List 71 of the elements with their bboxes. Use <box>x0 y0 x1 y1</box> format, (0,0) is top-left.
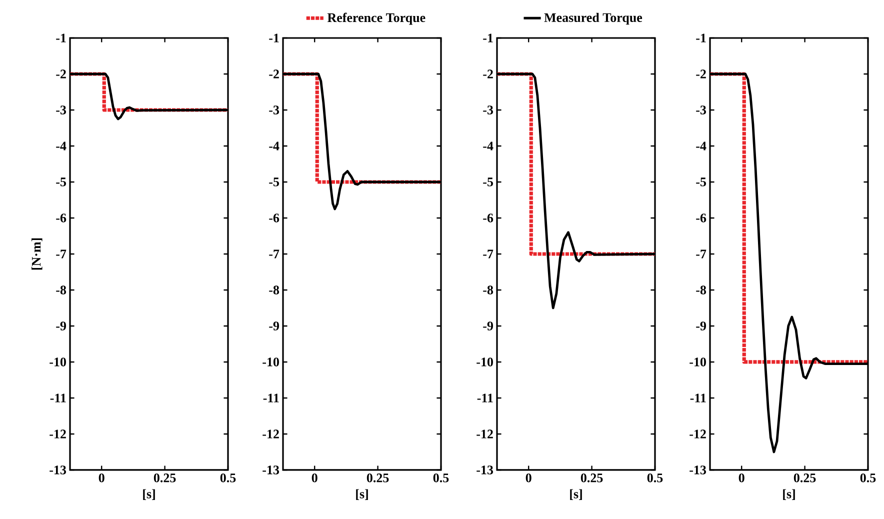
y-tick-label: -4 <box>56 142 66 150</box>
x-tick-label: 0 <box>526 474 532 482</box>
y-tick-label: -9 <box>269 322 280 330</box>
y-tick-label: -7 <box>269 250 280 258</box>
x-tick-label: 0.5 <box>433 474 449 482</box>
y-tick-label: -9 <box>56 322 66 330</box>
y-axis-title: [N·m] <box>32 238 42 270</box>
y-tick-label: -5 <box>696 178 706 186</box>
x-tick-label: 0 <box>738 474 744 482</box>
y-tick-label: -10 <box>476 358 493 366</box>
y-tick-label: -13 <box>50 466 66 474</box>
y-tick-label: -12 <box>50 430 66 438</box>
y-tick-label: -13 <box>476 466 494 474</box>
y-tick-label: -7 <box>483 250 494 258</box>
y-tick-label: -5 <box>56 178 66 186</box>
x-axis-title: [s] <box>570 489 582 500</box>
y-tick-label: -1 <box>696 34 706 42</box>
y-tick-label: -11 <box>477 394 493 402</box>
x-axis-title: [s] <box>356 489 368 500</box>
x-tick-label: 0.5 <box>860 474 876 482</box>
x-tick-label: 0.25 <box>580 474 603 482</box>
y-tick-label: -8 <box>269 286 280 294</box>
x-tick-label: 0.5 <box>647 474 663 482</box>
y-tick-label: -2 <box>269 70 279 78</box>
y-tick-label: -12 <box>690 430 706 438</box>
y-tick-label: -8 <box>696 286 706 294</box>
legend-label: Measured Torque <box>544 12 642 25</box>
y-tick-label: -7 <box>696 250 706 258</box>
y-tick-label: -3 <box>696 106 706 114</box>
y-tick-label: -8 <box>56 286 66 294</box>
y-tick-label: -8 <box>483 286 494 294</box>
y-tick-label: -7 <box>56 250 66 258</box>
y-tick-label: -6 <box>56 214 66 222</box>
y-tick-label: -6 <box>269 214 280 222</box>
y-tick-label: -1 <box>269 34 279 42</box>
y-tick-label: -4 <box>269 142 280 150</box>
legend-label: Reference Torque <box>327 12 426 25</box>
x-tick-label: 0.5 <box>220 474 236 482</box>
y-tick-label: -4 <box>696 142 706 150</box>
x-tick-label: 0 <box>312 474 318 482</box>
x-axis-title: [s] <box>783 489 795 500</box>
y-tick-label: -13 <box>262 466 280 474</box>
y-tick-label: -10 <box>262 358 279 366</box>
y-tick-label: -13 <box>690 466 706 474</box>
y-tick-label: -3 <box>269 106 280 114</box>
y-tick-label: -2 <box>483 70 493 78</box>
y-tick-label: -5 <box>483 178 493 186</box>
y-tick-label: -12 <box>476 430 493 438</box>
y-tick-label: -11 <box>263 394 279 402</box>
y-tick-label: -10 <box>50 358 66 366</box>
y-tick-label: -10 <box>690 358 706 366</box>
y-tick-label: -6 <box>696 214 706 222</box>
y-tick-label: -6 <box>483 214 494 222</box>
y-tick-label: -9 <box>696 322 706 330</box>
y-tick-label: -2 <box>56 70 66 78</box>
y-tick-label: -1 <box>483 34 493 42</box>
y-tick-label: -9 <box>483 322 494 330</box>
y-tick-label: -12 <box>262 430 279 438</box>
x-tick-label: 0.25 <box>154 474 176 482</box>
y-tick-label: -3 <box>483 106 494 114</box>
y-tick-label: -4 <box>483 142 494 150</box>
y-tick-label: -11 <box>50 394 66 402</box>
y-tick-label: -3 <box>56 106 66 114</box>
y-tick-label: -1 <box>56 34 66 42</box>
x-tick-label: 0.25 <box>366 474 389 482</box>
x-axis-title: [s] <box>143 489 155 500</box>
x-tick-label: 0 <box>98 474 104 482</box>
y-tick-label: -5 <box>269 178 279 186</box>
x-tick-label: 0.25 <box>794 474 816 482</box>
y-tick-label: -2 <box>696 70 706 78</box>
y-tick-label: -11 <box>690 394 706 402</box>
